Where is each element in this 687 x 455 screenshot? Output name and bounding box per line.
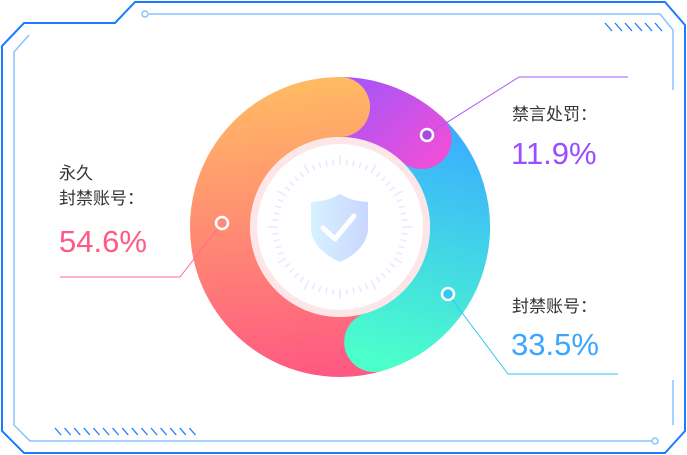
slice-ban-account [364,117,490,371]
hatch-bottom-left [54,427,196,436]
marker-ban-speech [419,127,435,143]
frame-node-top [141,10,149,18]
frame-inner-top [149,13,674,90]
shield-check-icon [311,194,368,262]
slice-ban-account-cap [344,312,405,373]
leader-line-permanent [60,222,223,278]
label-ban-account: 封禁账号： [512,297,597,317]
center-tick-marks [268,155,412,299]
frame-inner-left [13,34,652,442]
frame-node-bottom [651,437,659,445]
value-ban-account: 33.5% [511,327,599,362]
hatch-top-right [604,22,663,32]
leader-line-ban-speech [426,76,628,136]
marker-ban-account [440,286,456,302]
value-permanent: 54.6% [59,224,147,259]
slice-permanent [190,77,383,377]
slice-permanent-cap [310,77,370,137]
label-permanent-line2: 封禁账号： [59,189,144,209]
value-ban-speech: 11.9% [511,136,597,171]
leader-line-ban-account [447,293,618,375]
label-permanent-line1: 永久 [59,164,93,184]
donut-chart [190,77,490,377]
label-ban-speech: 禁言处罚： [512,105,597,125]
marker-permanent [214,215,230,231]
